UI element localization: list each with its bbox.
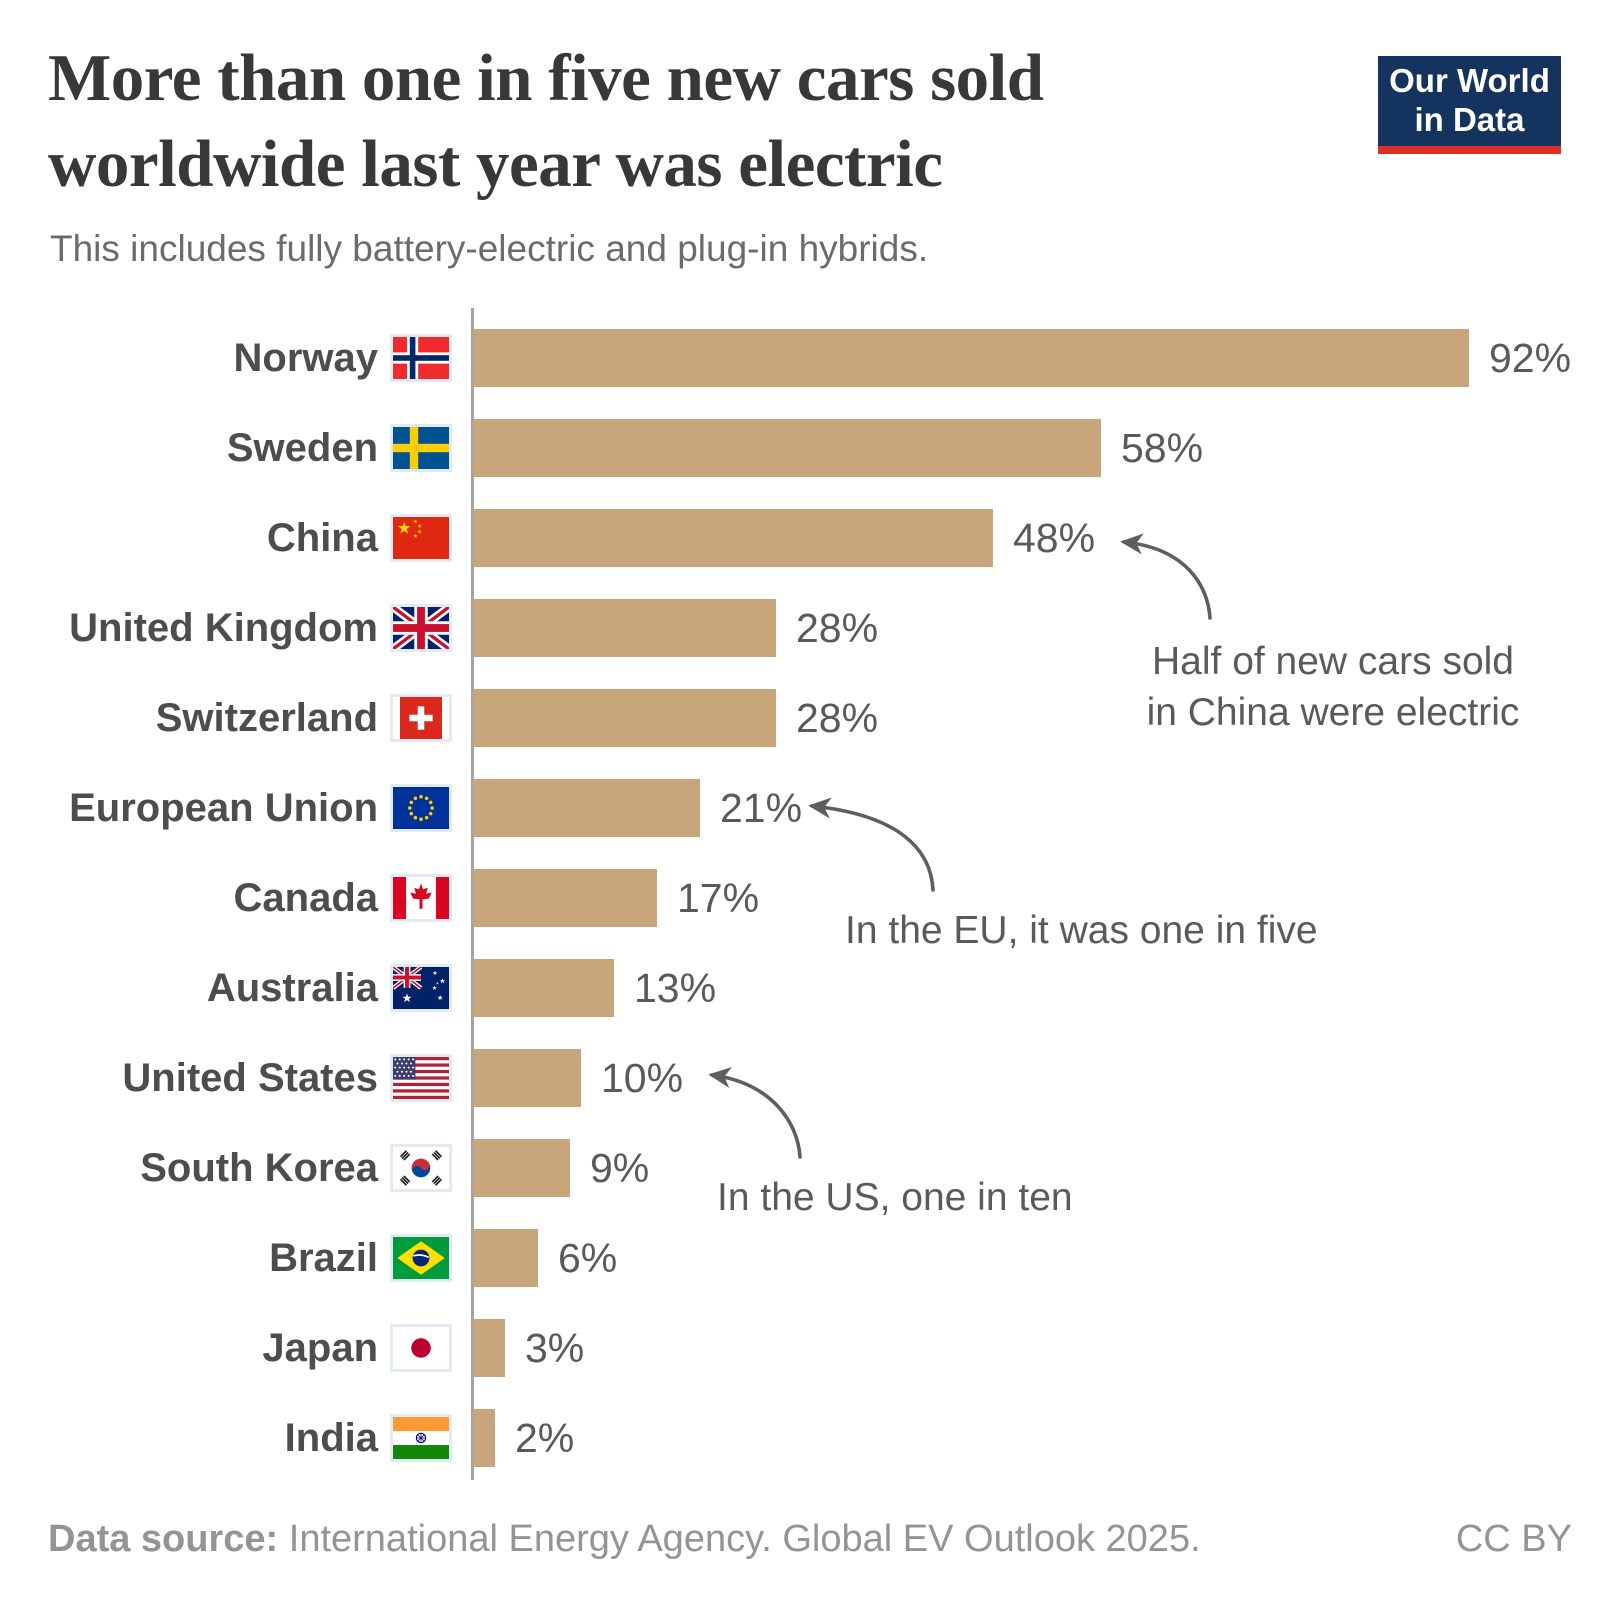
united-states-flag-icon xyxy=(390,1054,452,1102)
bar-switzerland xyxy=(473,689,776,747)
data-source-text: International Energy Agency. Global EV O… xyxy=(288,1518,1201,1560)
page-title: More than one in five new cars sold worl… xyxy=(48,36,1338,208)
country-label: Australia xyxy=(206,965,378,1010)
canada-flag-icon xyxy=(390,874,452,922)
bar-united-kingdom xyxy=(473,599,776,657)
value-label: 10% xyxy=(601,1054,684,1101)
chart-row-sweden: Sweden 58% xyxy=(0,403,1620,493)
annotation-china: Half of new cars sold in China were elec… xyxy=(1140,636,1526,739)
annotation-eu: In the EU, it was one in five xyxy=(845,909,1318,952)
chart-row-australia: Australia 13% xyxy=(0,943,1620,1033)
value-label: 13% xyxy=(634,964,717,1011)
sweden-flag-icon xyxy=(390,424,452,472)
chart-row-european-union: European Union 21% xyxy=(0,763,1620,853)
india-flag-icon xyxy=(390,1414,452,1462)
annotation-china-line-2: in China were electric xyxy=(1146,691,1520,735)
title-line-2: worldwide last year was electric xyxy=(48,126,943,201)
china-flag-icon xyxy=(390,514,452,562)
chart-row-south-korea: South Korea 9% xyxy=(0,1123,1620,1213)
united-kingdom-flag-icon xyxy=(390,604,452,652)
logo-line-2: in Data xyxy=(1414,101,1525,138)
curved-arrow-icon xyxy=(1120,533,1212,620)
y-axis-line xyxy=(471,308,474,1480)
brazil-flag-icon xyxy=(390,1234,452,1282)
chart-subtitle: This includes fully battery-electric and… xyxy=(50,228,929,269)
bar-canada xyxy=(473,869,657,927)
country-label: China xyxy=(266,515,378,560)
value-label: 58% xyxy=(1121,424,1204,471)
bar-rows: Norway 92% Sweden 58% China 48% United K… xyxy=(0,313,1620,1483)
owid-logo: Our World in Data xyxy=(1378,56,1561,154)
bar-china xyxy=(473,509,993,567)
bar-norway xyxy=(473,329,1469,387)
country-label: Brazil xyxy=(269,1235,378,1280)
country-label: Canada xyxy=(233,875,379,920)
country-label: Switzerland xyxy=(155,695,378,740)
chart-row-united-kingdom: United Kingdom 28% xyxy=(0,583,1620,673)
country-label: United Kingdom xyxy=(69,605,378,650)
value-label: 3% xyxy=(525,1324,585,1371)
chart-footer: Data source: International Energy Agency… xyxy=(48,1518,1572,1561)
chart-row-canada: Canada 17% xyxy=(0,853,1620,943)
value-label: 6% xyxy=(558,1234,618,1281)
data-source-label: Data source: xyxy=(48,1518,279,1560)
south-korea-flag-icon xyxy=(390,1144,452,1192)
country-label: Japan xyxy=(262,1325,378,1370)
switzerland-flag-icon xyxy=(390,694,452,742)
chart-row-japan: Japan 3% xyxy=(0,1303,1620,1393)
australia-flag-icon xyxy=(390,964,452,1012)
annotation-china-line-1: Half of new cars sold xyxy=(1152,640,1514,683)
bar-india xyxy=(473,1409,495,1467)
chart-row-switzerland: Switzerland 28% xyxy=(0,673,1620,763)
country-label: South Korea xyxy=(140,1145,378,1190)
annotation-us: In the US, one in ten xyxy=(717,1176,1073,1219)
value-label: 92% xyxy=(1489,334,1572,381)
data-source: Data source: International Energy Agency… xyxy=(48,1518,1201,1561)
country-label: United States xyxy=(122,1055,378,1100)
european-union-flag-icon xyxy=(390,784,452,832)
value-label: 21% xyxy=(720,784,803,831)
bar-japan xyxy=(473,1319,505,1377)
logo-line-1: Our World xyxy=(1389,62,1550,100)
country-label: Norway xyxy=(233,335,379,380)
value-label: 48% xyxy=(1013,514,1096,561)
value-label: 2% xyxy=(515,1414,575,1461)
norway-flag-icon xyxy=(390,334,452,382)
chart-row-brazil: Brazil 6% xyxy=(0,1213,1620,1303)
title-line-1: More than one in five new cars sold xyxy=(48,41,1044,115)
bar-sweden xyxy=(473,419,1101,477)
chart-row-india: India 2% xyxy=(0,1393,1620,1483)
value-label: 28% xyxy=(796,694,879,741)
curved-arrow-icon xyxy=(808,797,935,892)
value-label: 9% xyxy=(590,1144,650,1191)
country-label: European Union xyxy=(69,785,378,830)
curved-arrow-icon xyxy=(708,1067,802,1159)
country-label: India xyxy=(284,1415,378,1460)
value-label: 17% xyxy=(677,874,760,921)
japan-flag-icon xyxy=(390,1324,452,1372)
bar-united-states xyxy=(473,1049,581,1107)
bar-south-korea xyxy=(473,1139,570,1197)
license-badge: CC BY xyxy=(1455,1518,1572,1560)
bar-brazil xyxy=(473,1229,538,1287)
bar-australia xyxy=(473,959,614,1017)
chart-row-china: China 48% xyxy=(0,493,1620,583)
chart-row-norway: Norway 92% xyxy=(0,313,1620,403)
country-label: Sweden xyxy=(226,425,378,470)
chart-row-united-states: United States 10% xyxy=(0,1033,1620,1123)
bar-european-union xyxy=(473,779,700,837)
value-label: 28% xyxy=(796,604,879,651)
